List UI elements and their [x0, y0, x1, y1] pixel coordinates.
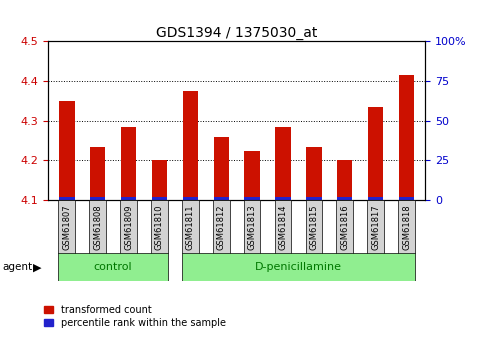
- Text: agent: agent: [2, 263, 32, 272]
- Text: GSM61817: GSM61817: [371, 204, 380, 250]
- Text: GSM61816: GSM61816: [340, 204, 349, 250]
- Bar: [120, 200, 137, 254]
- Bar: [337, 160, 353, 200]
- Bar: [152, 197, 167, 200]
- Text: GSM61814: GSM61814: [279, 204, 287, 250]
- Bar: [121, 127, 136, 200]
- Bar: [244, 197, 260, 200]
- Bar: [121, 197, 136, 200]
- Bar: [58, 200, 75, 254]
- Bar: [275, 197, 291, 200]
- Bar: [151, 200, 168, 254]
- Text: control: control: [94, 262, 132, 272]
- Bar: [213, 137, 229, 200]
- Bar: [213, 197, 229, 200]
- Text: GSM61812: GSM61812: [217, 204, 226, 250]
- Text: GSM61807: GSM61807: [62, 204, 71, 250]
- Bar: [244, 150, 260, 200]
- Bar: [244, 200, 260, 254]
- Bar: [152, 160, 167, 200]
- Bar: [58, 253, 168, 281]
- Text: GSM61813: GSM61813: [248, 204, 256, 250]
- Bar: [59, 197, 74, 200]
- Bar: [306, 200, 322, 254]
- Bar: [398, 200, 415, 254]
- Bar: [183, 91, 198, 200]
- Text: ▶: ▶: [33, 263, 42, 272]
- Title: GDS1394 / 1375030_at: GDS1394 / 1375030_at: [156, 26, 317, 40]
- Bar: [89, 200, 106, 254]
- Text: GSM61815: GSM61815: [310, 204, 318, 250]
- Legend: transformed count, percentile rank within the sample: transformed count, percentile rank withi…: [43, 305, 226, 328]
- Bar: [306, 147, 322, 200]
- Bar: [183, 197, 198, 200]
- Text: GSM61818: GSM61818: [402, 204, 411, 250]
- Text: GSM61810: GSM61810: [155, 204, 164, 250]
- Bar: [182, 200, 199, 254]
- Bar: [213, 200, 229, 254]
- Bar: [337, 200, 353, 254]
- Bar: [182, 253, 415, 281]
- Bar: [59, 101, 74, 200]
- Bar: [306, 197, 322, 200]
- Bar: [368, 107, 384, 200]
- Bar: [368, 197, 384, 200]
- Bar: [275, 200, 291, 254]
- Bar: [275, 127, 291, 200]
- Bar: [337, 197, 353, 200]
- Bar: [90, 197, 105, 200]
- Bar: [90, 147, 105, 200]
- Bar: [399, 197, 414, 200]
- Text: GSM61808: GSM61808: [93, 204, 102, 250]
- Text: GSM61811: GSM61811: [186, 204, 195, 250]
- Bar: [367, 200, 384, 254]
- Text: D-penicillamine: D-penicillamine: [255, 262, 342, 272]
- Bar: [399, 75, 414, 200]
- Text: GSM61809: GSM61809: [124, 204, 133, 250]
